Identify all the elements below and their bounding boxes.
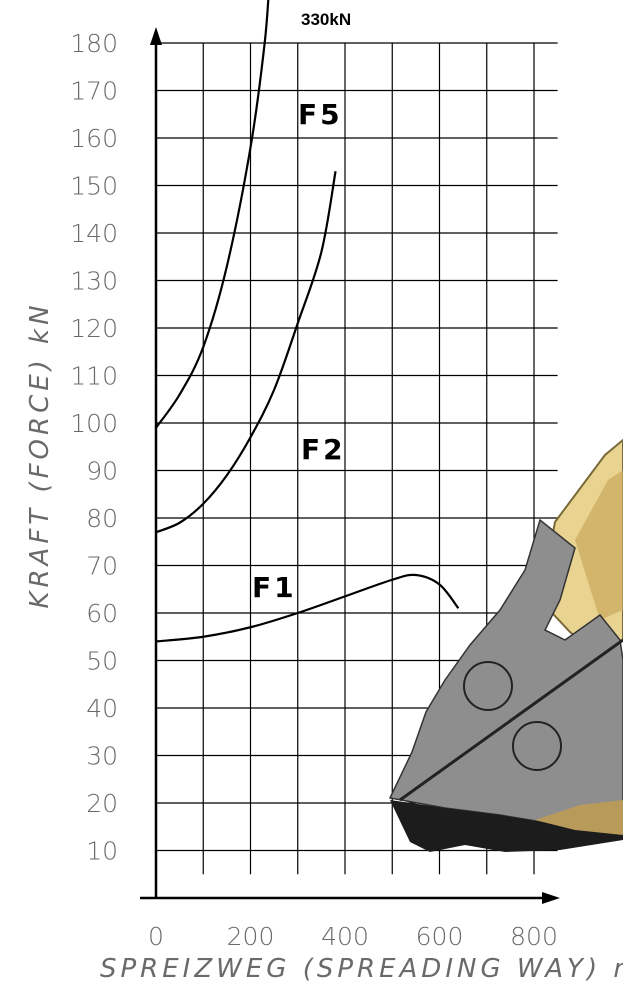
y-tick-label: 60 bbox=[86, 599, 118, 628]
tool-jaw-seam bbox=[399, 638, 623, 802]
series-label-f5: F5 bbox=[298, 98, 343, 131]
y-tick-label: 20 bbox=[86, 789, 118, 818]
x-tick-label: 800 bbox=[510, 922, 558, 951]
series-line-f1 bbox=[155, 573, 460, 643]
annotation-330kn: 330kN bbox=[301, 10, 351, 29]
tool-arm-gold-inner bbox=[575, 470, 623, 620]
y-tick-label: 140 bbox=[70, 219, 118, 248]
x-tick-labels: 0 200 400 600 800 bbox=[148, 922, 558, 951]
y-tick-label: 70 bbox=[86, 552, 118, 581]
y-tick-label: 110 bbox=[70, 362, 118, 391]
y-tick-label: 80 bbox=[86, 504, 118, 533]
y-tick-label: 30 bbox=[86, 742, 118, 771]
x-axis-arrow bbox=[542, 892, 560, 904]
x-axis-title: SPREIZWEG (SPREADING WAY) mm bbox=[100, 954, 623, 984]
x-tick-label: 200 bbox=[227, 922, 275, 951]
x-tick-label: 400 bbox=[321, 922, 369, 951]
y-tick-label: 160 bbox=[70, 124, 118, 153]
y-tick-label: 100 bbox=[70, 409, 118, 438]
y-tick-label: 120 bbox=[70, 314, 118, 343]
y-tick-label: 40 bbox=[86, 694, 118, 723]
series-layer bbox=[155, 0, 460, 643]
series-label-f1: F1 bbox=[252, 571, 297, 604]
y-tick-label: 10 bbox=[86, 837, 118, 866]
y-tick-label: 170 bbox=[70, 77, 118, 106]
tool-bolt-upper bbox=[463, 661, 513, 711]
y-tick-label: 180 bbox=[70, 29, 118, 58]
x-tick-label: 0 bbox=[148, 922, 164, 951]
y-tick-label: 150 bbox=[70, 172, 118, 201]
y-axis-title: KRAFT (FORCE) kN bbox=[25, 301, 55, 608]
x-tick-label: 600 bbox=[416, 922, 464, 951]
series-line-f2 bbox=[155, 171, 337, 534]
tool-jaw-tip bbox=[535, 800, 623, 835]
y-tick-labels: 10 20 30 40 50 60 70 80 90 100 110 120 130 140 150 160 1… bbox=[70, 29, 118, 866]
y-tick-label: 90 bbox=[86, 457, 118, 486]
y-tick-label: 130 bbox=[70, 267, 118, 296]
spreader-tool-illustration bbox=[388, 438, 623, 852]
tool-bolt-lower bbox=[512, 721, 562, 771]
series-line-f5 bbox=[155, 0, 270, 429]
y-axis-arrow bbox=[150, 27, 162, 45]
tool-jaw-teeth bbox=[390, 800, 623, 852]
y-tick-label: 50 bbox=[86, 647, 118, 676]
series-label-f2: F2 bbox=[301, 433, 346, 466]
